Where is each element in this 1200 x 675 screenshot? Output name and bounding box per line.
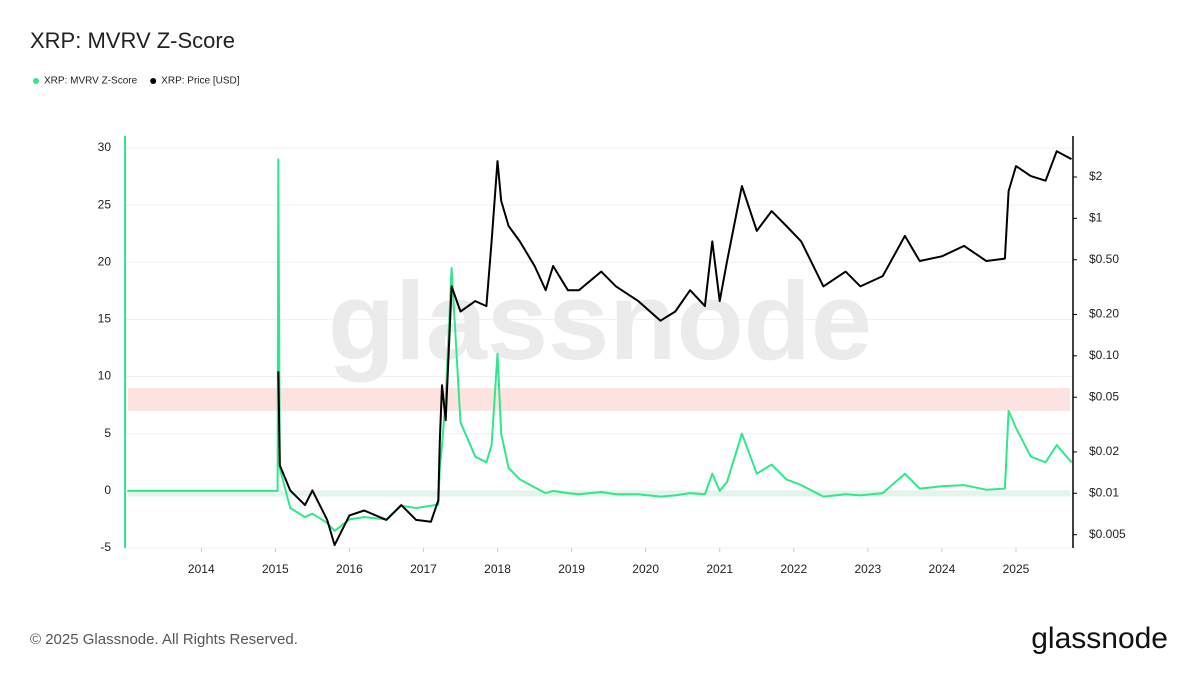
x-tick-label: 2023 xyxy=(854,562,881,576)
x-tick-label: 2018 xyxy=(484,562,511,576)
y-tick-label: 20 xyxy=(98,254,112,268)
x-tick-label: 2015 xyxy=(262,562,289,576)
x-tick-label: 2020 xyxy=(632,562,659,576)
y-tick-label: -5 xyxy=(100,540,111,554)
chart-title: XRP: MVRV Z-Score xyxy=(30,28,235,53)
x-tick-label: 2016 xyxy=(336,562,363,576)
x-tick-label: 2019 xyxy=(558,562,585,576)
series-line xyxy=(277,150,1072,547)
y2-tick-label: $1 xyxy=(1089,211,1103,225)
y-tick-label: 0 xyxy=(104,483,111,497)
legend-label: XRP: MVRV Z-Score xyxy=(44,76,138,87)
x-tick-label: 2021 xyxy=(706,562,733,576)
x-tick-label: 2014 xyxy=(188,562,215,576)
x-tick-label: 2025 xyxy=(1003,562,1030,576)
y2-tick-label: $2 xyxy=(1089,169,1103,183)
legend-marker xyxy=(150,78,157,84)
y-tick-label: 10 xyxy=(98,369,112,383)
y2-tick-label: $0.50 xyxy=(1089,252,1119,266)
band xyxy=(128,490,1070,497)
band xyxy=(128,388,1070,411)
footer: © 2025 Glassnode. All Rights Reserved. xyxy=(30,631,298,648)
y-tick-label: 25 xyxy=(98,197,112,211)
legend-label: XRP: Price [USD] xyxy=(161,76,240,87)
x-tick-label: 2017 xyxy=(410,562,437,576)
y2-tick-label: $0.10 xyxy=(1089,348,1119,362)
y2-tick-label: $0.05 xyxy=(1089,389,1119,403)
y-tick-label: 30 xyxy=(98,140,112,154)
y2-tick-label: $0.005 xyxy=(1089,527,1126,541)
legend-marker xyxy=(33,78,39,84)
logo: glassnode xyxy=(1031,622,1168,655)
y2-tick-label: $0.01 xyxy=(1089,485,1119,499)
y2-tick-label: $0.20 xyxy=(1089,307,1119,321)
series-line xyxy=(127,158,1073,532)
watermark: glassnode xyxy=(328,260,872,383)
y-tick-label: 15 xyxy=(98,312,112,326)
y-tick-label: 5 xyxy=(104,426,111,440)
y2-tick-label: $0.02 xyxy=(1089,444,1119,458)
x-tick-label: 2022 xyxy=(780,562,807,576)
x-tick-label: 2024 xyxy=(929,562,956,576)
